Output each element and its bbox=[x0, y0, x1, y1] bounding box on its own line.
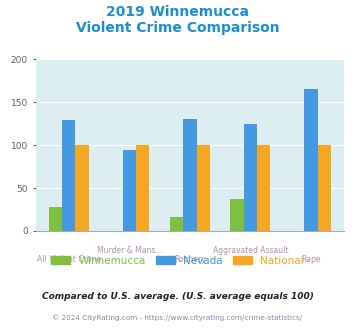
Bar bbox=[257, 145, 271, 231]
Bar bbox=[304, 89, 318, 231]
Text: Compared to U.S. average. (U.S. average equals 100): Compared to U.S. average. (U.S. average … bbox=[42, 292, 313, 301]
Text: Rape: Rape bbox=[301, 255, 321, 264]
Text: 2019 Winnemucca: 2019 Winnemucca bbox=[106, 5, 249, 19]
Legend: Winnemucca, Nevada, National: Winnemucca, Nevada, National bbox=[48, 252, 307, 269]
Bar bbox=[136, 145, 149, 231]
Bar bbox=[244, 124, 257, 231]
Bar bbox=[230, 199, 244, 231]
Bar bbox=[318, 145, 331, 231]
Bar bbox=[183, 119, 197, 231]
Bar bbox=[76, 145, 89, 231]
Bar bbox=[197, 145, 210, 231]
Text: All Violent Crime: All Violent Crime bbox=[37, 255, 101, 264]
Text: Aggravated Assault: Aggravated Assault bbox=[213, 247, 288, 255]
Bar bbox=[62, 120, 76, 231]
Text: Murder & Mans...: Murder & Mans... bbox=[97, 247, 162, 255]
Bar bbox=[49, 207, 62, 231]
Text: Violent Crime Comparison: Violent Crime Comparison bbox=[76, 21, 279, 35]
Bar bbox=[123, 150, 136, 231]
Text: Robbery: Robbery bbox=[174, 255, 206, 264]
Text: © 2024 CityRating.com - https://www.cityrating.com/crime-statistics/: © 2024 CityRating.com - https://www.city… bbox=[53, 314, 302, 321]
Bar bbox=[170, 217, 183, 231]
